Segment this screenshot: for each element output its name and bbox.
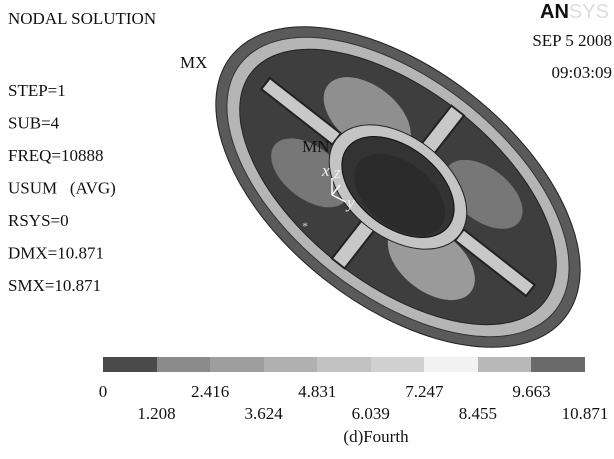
- legend-label: 4.831: [298, 382, 336, 401]
- logo-bold: AN: [540, 1, 569, 23]
- legend-swatch: [210, 357, 264, 372]
- legend-swatch: [317, 357, 371, 372]
- axis-y: y: [345, 193, 355, 212]
- legend-swatch: [531, 357, 585, 372]
- logo: ANSYS: [540, 1, 609, 23]
- axis-z: z: [333, 163, 341, 182]
- legend-label: 6.039: [352, 404, 390, 423]
- info-line: USUM (AVG): [8, 179, 116, 198]
- caption: (d)Fourth: [343, 427, 409, 446]
- legend-label: 9.663: [512, 382, 550, 401]
- legend-label: 0: [99, 382, 108, 401]
- info-line: FREQ=10888: [8, 146, 104, 165]
- legend-label: 10.871: [562, 404, 609, 423]
- info-line: RSYS=0: [8, 211, 69, 230]
- legend: 0 1.208 2.416 3.624 4.831 6.039 7.247 8.455 9.66…: [99, 357, 609, 423]
- min-label: MN: [302, 137, 329, 156]
- legend-label: 8.455: [459, 404, 497, 423]
- legend-label: 2.416: [191, 382, 229, 401]
- legend-swatch: [157, 357, 210, 372]
- legend-label: 1.208: [137, 404, 175, 423]
- title: NODAL SOLUTION: [8, 9, 156, 28]
- info-line: SMX=10.871: [8, 276, 101, 295]
- time: 09:03:09: [552, 63, 612, 82]
- legend-swatch: [371, 357, 424, 372]
- max-label: MX: [180, 53, 207, 72]
- info-line: DMX=10.871: [8, 244, 104, 263]
- legend-swatch: [424, 357, 478, 372]
- legend-swatch: [264, 357, 317, 372]
- legend-swatch: [478, 357, 531, 372]
- legend-label: 7.247: [405, 382, 444, 401]
- info-line: SUB=4: [8, 114, 60, 133]
- info-block: STEP=1 SUB=4 FREQ=10888 USUM (AVG) RSYS=0 DMX…: [8, 81, 116, 295]
- legend-swatch: [103, 357, 157, 372]
- ansys-screen: NODAL SOLUTION ANSYS SEP 5 2008 09:03:09…: [0, 0, 614, 459]
- info-line: STEP=1: [8, 81, 66, 100]
- min-marker: *: [302, 219, 308, 233]
- logo-faint: SYS: [569, 1, 609, 23]
- model: [158, 0, 614, 411]
- axis-x: x: [321, 161, 330, 180]
- legend-label: 3.624: [245, 404, 284, 423]
- date: SEP 5 2008: [532, 31, 612, 50]
